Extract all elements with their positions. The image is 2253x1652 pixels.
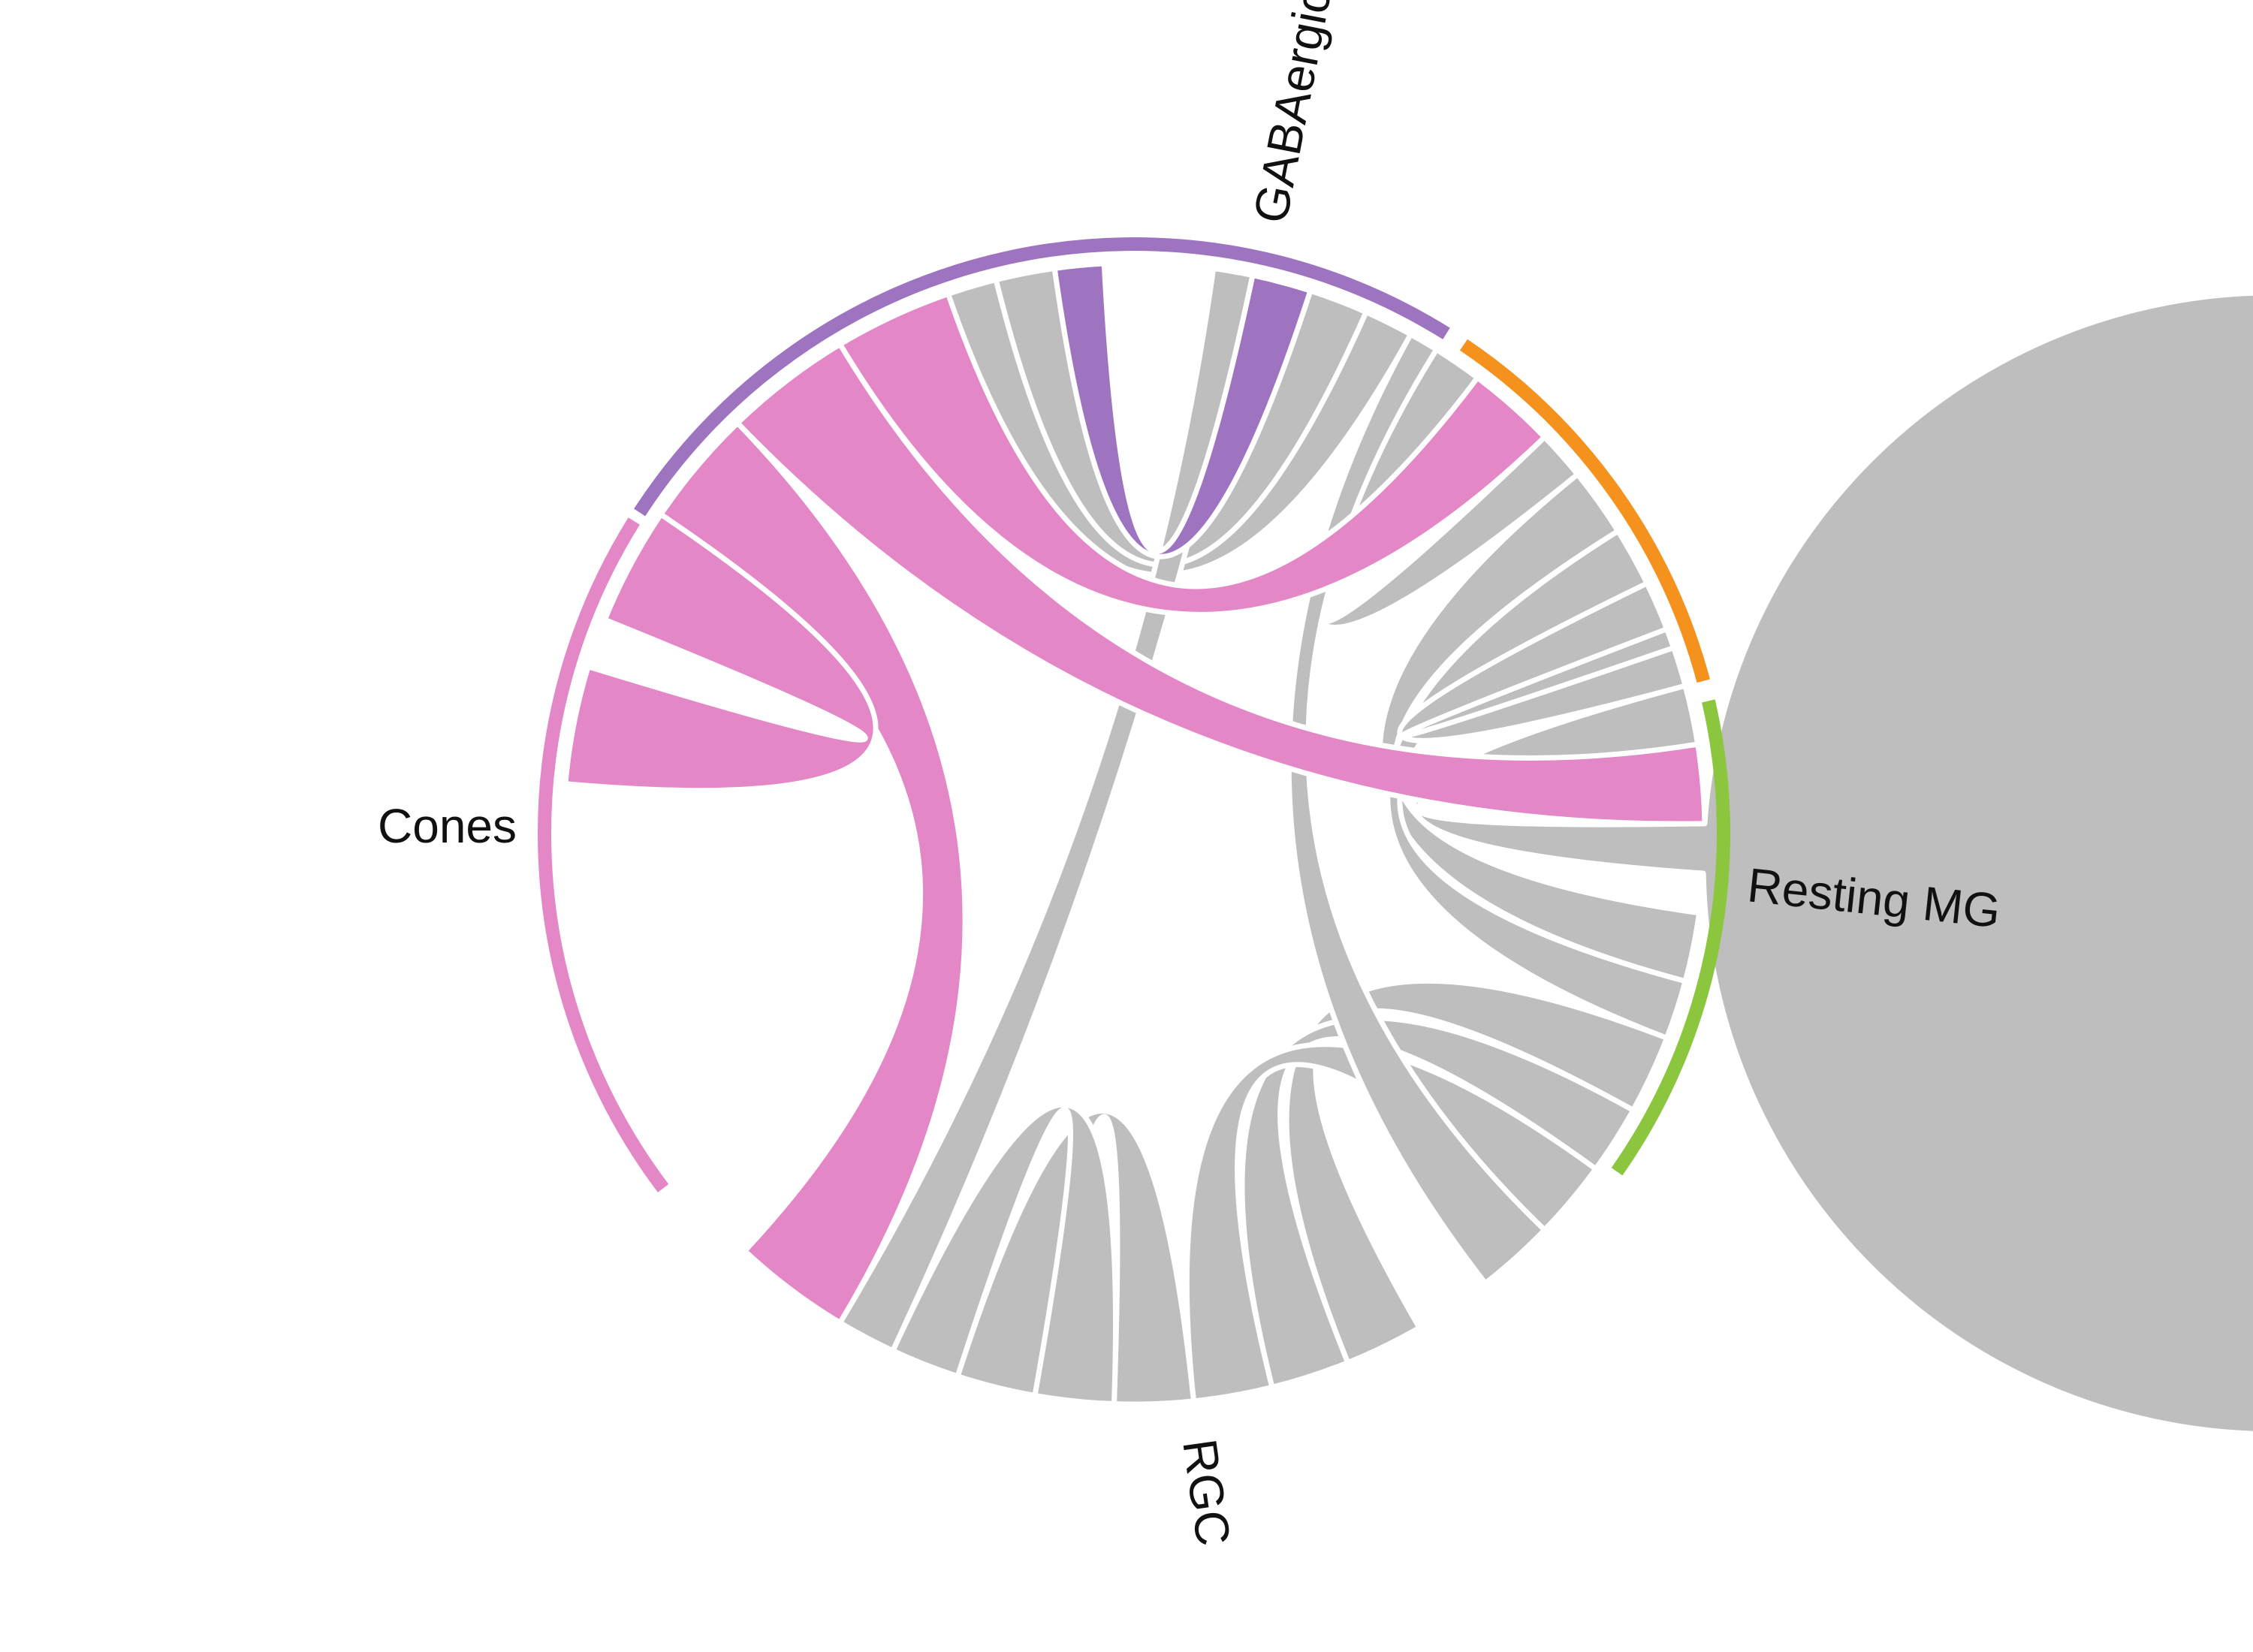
chord-cones-to-rgc (658, 420, 968, 1325)
chord-cones-to-resting (734, 342, 1708, 827)
chord-rgc-to-rgc (890, 1102, 1118, 1407)
sector-label-rgc: RGC (1172, 1436, 1241, 1549)
sector-arc-resting (1459, 339, 1710, 683)
sector-arc-gaba (634, 237, 1450, 517)
chord-rgc-to-gaba (837, 265, 1256, 1354)
chord-cones-to-cones (562, 511, 879, 794)
sector-label-gabaergic: GABAergic (1243, 0, 1341, 228)
chord-gaba-to-cones (1051, 261, 1313, 559)
sector-label-cones: Cones (378, 799, 517, 853)
sector-arc-rgc (1611, 699, 1730, 1176)
chord-cones-to-gaba (837, 291, 1548, 617)
sector-arc-cones (538, 517, 669, 1192)
chord-links (562, 261, 2253, 1436)
chord-gaba-to-resting (1397, 580, 1688, 743)
sector-arcs (538, 237, 1730, 1192)
